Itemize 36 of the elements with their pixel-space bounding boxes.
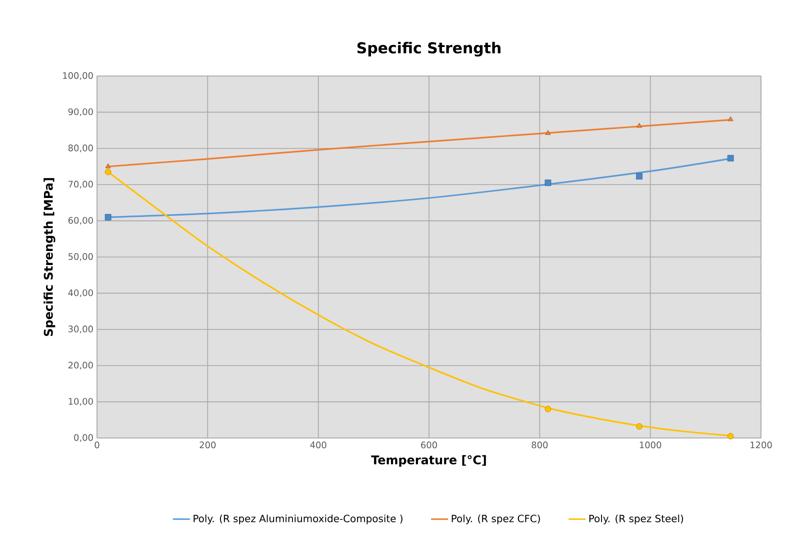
point bbox=[727, 433, 734, 440]
y-tick-label: 50,00 bbox=[68, 253, 93, 261]
y-tick-label: 20,00 bbox=[68, 362, 93, 370]
y-tick-label: 80,00 bbox=[68, 144, 93, 152]
legend-label: Poly. (R spez Steel) bbox=[589, 514, 684, 524]
x-tick-label: 0 bbox=[94, 442, 100, 448]
x-axis-title: Temperature [°C] bbox=[371, 455, 486, 467]
point bbox=[727, 154, 734, 162]
point bbox=[728, 116, 734, 122]
y-tick-label: 30,00 bbox=[68, 326, 93, 334]
y-tick-label: 10,00 bbox=[68, 398, 93, 406]
point bbox=[544, 180, 552, 186]
point bbox=[636, 173, 642, 180]
y-tick-label: 90,00 bbox=[68, 108, 93, 116]
y-tick-label: 60,00 bbox=[68, 216, 93, 225]
legend-label: Poly. (R spez Aluminiumoxide-Composite ) bbox=[194, 514, 402, 524]
y-axis-title: Specific Strength [MPa] bbox=[44, 178, 56, 336]
y-tick-label: 70,00 bbox=[68, 180, 93, 188]
x-tick-label: 200 bbox=[200, 442, 216, 448]
chart-title: Specific Strength bbox=[357, 42, 500, 56]
x-tick-label: 1000 bbox=[640, 442, 662, 448]
point bbox=[104, 168, 112, 176]
legend-label: Poly. (R spez CFC) bbox=[452, 514, 540, 524]
point bbox=[104, 214, 112, 220]
point bbox=[545, 130, 551, 135]
x-tick-label: 800 bbox=[532, 442, 548, 448]
point bbox=[636, 423, 642, 430]
x-tick-label: 600 bbox=[421, 442, 437, 448]
point bbox=[544, 406, 552, 412]
point bbox=[636, 122, 642, 128]
point bbox=[105, 163, 111, 168]
y-tick-label: 0,00 bbox=[74, 434, 93, 442]
y-tick-label: 40,00 bbox=[68, 289, 93, 298]
x-tick-label: 400 bbox=[310, 442, 326, 448]
y-tick-label: 100,00 bbox=[63, 72, 93, 80]
x-tick-label: 1200 bbox=[750, 442, 772, 448]
